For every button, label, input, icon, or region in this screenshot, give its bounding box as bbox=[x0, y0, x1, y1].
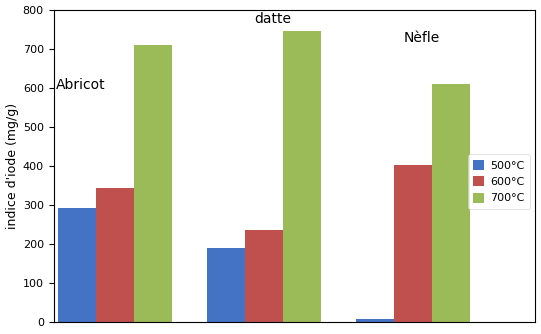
Bar bbox=[134, 45, 171, 322]
Bar bbox=[357, 319, 394, 322]
Bar bbox=[58, 208, 96, 322]
Bar bbox=[394, 165, 432, 322]
Bar bbox=[96, 187, 134, 322]
Text: datte: datte bbox=[254, 12, 292, 26]
Bar bbox=[207, 248, 245, 322]
Bar bbox=[283, 31, 321, 322]
Y-axis label: indice d'iode (mg/g): indice d'iode (mg/g) bbox=[5, 103, 18, 229]
Bar bbox=[432, 84, 470, 322]
Text: Nèfle: Nèfle bbox=[404, 31, 440, 45]
Bar bbox=[245, 230, 283, 322]
Text: Abricot: Abricot bbox=[56, 78, 106, 92]
Legend: 500°C, 600°C, 700°C: 500°C, 600°C, 700°C bbox=[468, 154, 530, 209]
